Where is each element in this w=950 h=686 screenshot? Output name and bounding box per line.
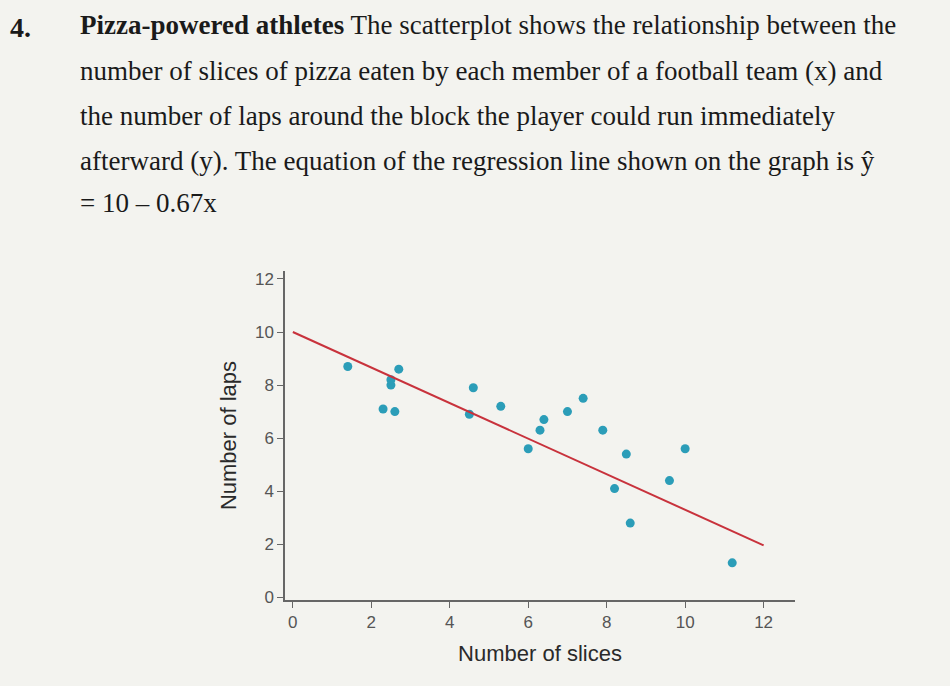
html-text:= 10 – 0.67x: = 10 – 0.67x <box>80 188 217 218</box>
html-text:4.: 4. <box>10 12 31 43</box>
svg-text:0: 0 <box>288 613 297 632</box>
svg-text:2: 2 <box>367 613 376 632</box>
svg-text:4: 4 <box>264 482 273 501</box>
html-text:Pizza-powered athletes The sca: Pizza-powered athletes The scatterplot s… <box>80 10 897 40</box>
svg-text:0: 0 <box>264 588 273 607</box>
svg-text:Number of slices: Number of slices <box>458 641 622 666</box>
svg-text:10: 10 <box>255 323 274 342</box>
svg-text:6: 6 <box>264 429 273 448</box>
svg-text:4: 4 <box>445 613 454 632</box>
svg-text:8: 8 <box>264 376 273 395</box>
svg-text:6: 6 <box>523 613 532 632</box>
svg-text:12: 12 <box>255 270 274 289</box>
html-text:afterward (y). The equation of: afterward (y). The equation of the regre… <box>80 146 875 176</box>
svg-text:10: 10 <box>676 613 695 632</box>
html-text:number of slices of pizza eate: number of slices of pizza eaten by each … <box>80 56 883 86</box>
svg-text:12: 12 <box>754 613 773 632</box>
svg-text:8: 8 <box>602 613 611 632</box>
html-text:the number of laps around the: the number of laps around the block the … <box>80 101 835 131</box>
svg-text:2: 2 <box>264 535 273 554</box>
svg-text:Number of laps: Number of laps <box>216 361 241 510</box>
